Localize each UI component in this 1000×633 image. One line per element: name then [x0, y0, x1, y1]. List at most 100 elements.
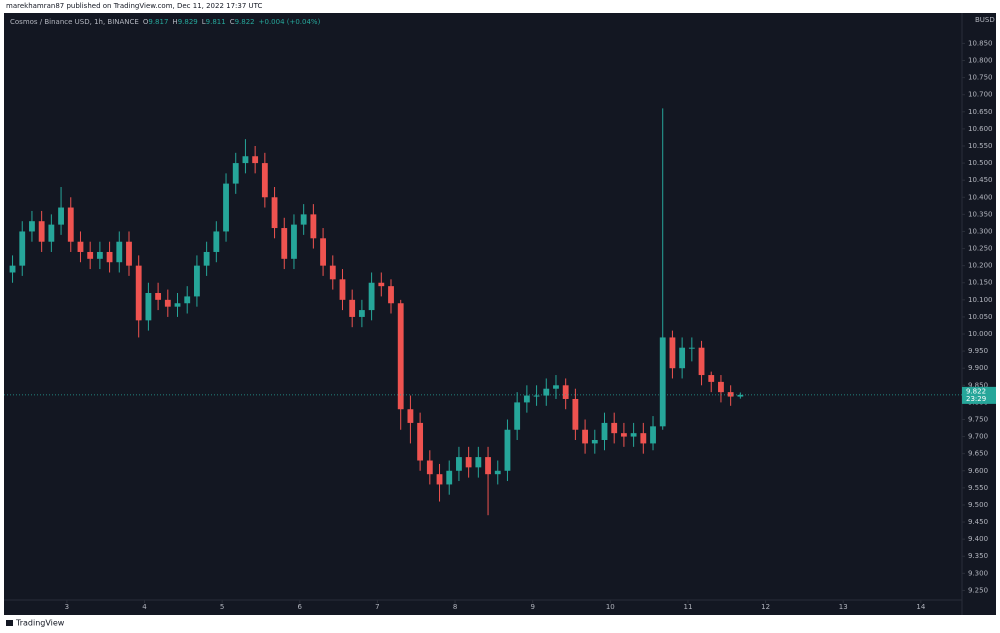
y-tick-label: 9.250 — [968, 586, 988, 594]
candle-body — [320, 238, 326, 266]
candle-body — [620, 433, 627, 437]
candle-body — [116, 241, 123, 263]
candle-body — [242, 156, 249, 164]
candle-body — [48, 224, 55, 242]
candle-body — [465, 457, 472, 468]
candle-body — [650, 426, 656, 444]
candle-body — [485, 457, 491, 475]
candle-body — [19, 231, 26, 266]
candle-body — [67, 207, 74, 242]
last-price-label: 9.822 — [966, 387, 986, 395]
candle-body — [281, 228, 288, 259]
y-tick-label: 10.700 — [968, 91, 993, 99]
x-tick-label: 5 — [220, 603, 224, 611]
countdown-label: 23:29 — [966, 395, 986, 403]
candle-body — [456, 457, 462, 471]
candle-body — [58, 207, 64, 225]
candle-body — [291, 224, 297, 259]
candle-body — [611, 422, 618, 434]
candle-body — [252, 156, 259, 164]
candle-body — [446, 470, 453, 485]
candle-body — [737, 394, 744, 397]
currency-label: BUSD — [975, 16, 995, 24]
legend-value: 9.822 — [235, 18, 255, 26]
y-tick-label: 10.250 — [968, 245, 993, 253]
y-tick-label: 10.350 — [968, 210, 993, 218]
y-tick-label: 10.150 — [968, 279, 993, 287]
candle-body — [300, 214, 307, 225]
x-tick-label: 6 — [298, 603, 303, 611]
candle-body — [368, 282, 375, 311]
candle-body — [378, 282, 385, 287]
y-tick-label: 10.300 — [968, 227, 993, 235]
legend-title: Cosmos / Binance USD, 1h, BINANCE — [10, 18, 139, 26]
y-tick-label: 10.100 — [968, 296, 993, 304]
y-tick-label: 9.550 — [968, 484, 988, 492]
candle-body — [232, 163, 239, 184]
candle-body — [698, 347, 705, 376]
y-tick-label: 9.350 — [968, 552, 988, 560]
legend-change: +0.004 (+0.04%) — [259, 18, 321, 26]
legend-value: 9.811 — [206, 18, 226, 26]
y-tick-label: 9.700 — [968, 433, 988, 441]
candle-body — [533, 395, 540, 397]
candle-body — [630, 433, 637, 437]
y-tick-label: 9.750 — [968, 415, 988, 423]
x-tick-label: 11 — [683, 603, 692, 611]
candle-body — [572, 398, 579, 430]
y-tick-label: 9.400 — [968, 535, 988, 543]
candle-body — [523, 395, 530, 403]
y-tick-label: 9.600 — [968, 467, 988, 475]
candle-body — [155, 292, 162, 300]
x-tick-label: 13 — [839, 603, 848, 611]
candle-body — [688, 347, 695, 349]
candle-body — [358, 310, 365, 317]
y-tick-label: 10.650 — [968, 108, 993, 116]
candle-body — [553, 385, 559, 389]
candle-body — [397, 303, 404, 410]
legend-label: C — [230, 18, 235, 26]
y-tick-label: 10.550 — [968, 142, 993, 150]
candle-body — [718, 381, 724, 393]
candle-body — [310, 214, 317, 239]
candle-body — [349, 299, 356, 317]
y-tick-label: 9.650 — [968, 450, 988, 458]
candle-body — [727, 392, 734, 397]
candle-body — [135, 265, 142, 321]
y-tick-label: 9.900 — [968, 364, 988, 372]
publisher-header: marekhamran87 published on TradingView.c… — [6, 2, 263, 10]
logo-mark — [6, 620, 13, 626]
legend-value: 9.817 — [148, 18, 168, 26]
y-tick-label: 9.950 — [968, 347, 988, 355]
x-tick-label: 14 — [916, 603, 925, 611]
y-tick-label: 10.800 — [968, 57, 993, 65]
y-tick-label: 10.850 — [968, 39, 993, 47]
candle-body — [679, 347, 686, 369]
footer-brand: TradingView — [15, 619, 65, 628]
candle-body — [426, 460, 433, 475]
y-tick-label: 9.500 — [968, 501, 988, 509]
y-tick-label: 10.050 — [968, 313, 993, 321]
candle-body — [223, 183, 229, 232]
candle-body — [203, 251, 210, 266]
candle-body — [417, 422, 424, 461]
candle-body — [582, 429, 588, 444]
candle-body — [9, 265, 16, 273]
candle-body — [669, 337, 676, 369]
candle-body — [339, 279, 346, 300]
last-price-box — [962, 386, 996, 404]
x-tick-label: 8 — [453, 603, 457, 611]
candle-body — [601, 422, 608, 441]
y-tick-label: 10.200 — [968, 262, 993, 270]
candle-body — [640, 433, 647, 444]
candle-body — [562, 385, 569, 399]
candle-body — [145, 292, 152, 321]
y-tick-label: 10.500 — [968, 159, 993, 167]
candle-body — [494, 470, 501, 475]
footer-logo: TradingView — [6, 619, 65, 628]
candle-body — [77, 241, 84, 252]
y-tick-label: 10.600 — [968, 125, 993, 133]
candle-body — [87, 251, 94, 259]
candle-body — [475, 457, 482, 468]
y-tick-label: 10.400 — [968, 193, 993, 201]
